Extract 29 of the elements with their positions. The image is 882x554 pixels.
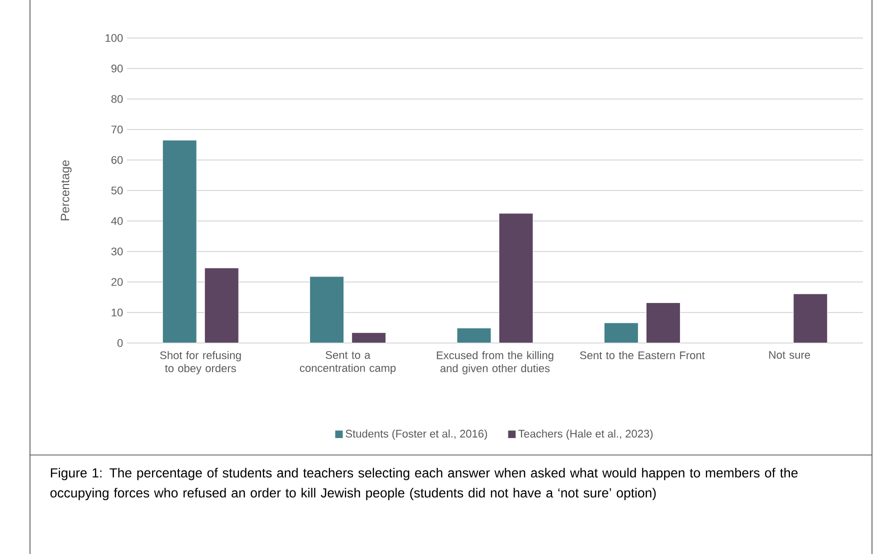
bar (456, 328, 492, 344)
y-tick-label: 100 (106, 34, 123, 42)
legend-label: Teachers (Hale et al., 2023) (518, 430, 653, 440)
x-tick-label: Sent to a concentration camp (300, 351, 396, 374)
bar (604, 322, 638, 344)
y-tick-label: 70 (111, 126, 123, 134)
y-tick-label: 30 (111, 248, 123, 256)
bar (793, 294, 828, 344)
x-tick-label: Not sure (769, 351, 810, 359)
y-tick-label: 80 (111, 95, 123, 103)
y-tick-label: 60 (111, 156, 123, 164)
x-tick-label: Shot for refusing to obey orders (160, 351, 241, 374)
y-tick-label: 20 (111, 278, 123, 286)
y-tick-label: 90 (111, 64, 123, 72)
x-tick-label: Excused from the killing and given other duties (436, 351, 554, 374)
x-tick-label: Sent to the Eastern Front (580, 351, 705, 360)
y-tick-label: 0 (117, 339, 123, 347)
bar (646, 302, 680, 344)
bar (162, 140, 197, 344)
y-tick-label: 40 (111, 217, 123, 225)
bar (310, 276, 344, 344)
y-axis-title: Percentage (60, 160, 72, 220)
caption: Figure 1: The percentage of students and teachers selecting each answer when asked what would happen to members of the occupying forces who refused an order to kill Jewish people (students did not have a ‘not sure’ option) (50, 468, 798, 500)
legend-label: Students (Foster et al., 2016) (346, 430, 487, 440)
bar (352, 332, 386, 344)
y-tick-label: 10 (112, 308, 123, 316)
bar (498, 213, 534, 344)
y-tick-label: 50 (111, 186, 123, 194)
bar (204, 268, 239, 344)
